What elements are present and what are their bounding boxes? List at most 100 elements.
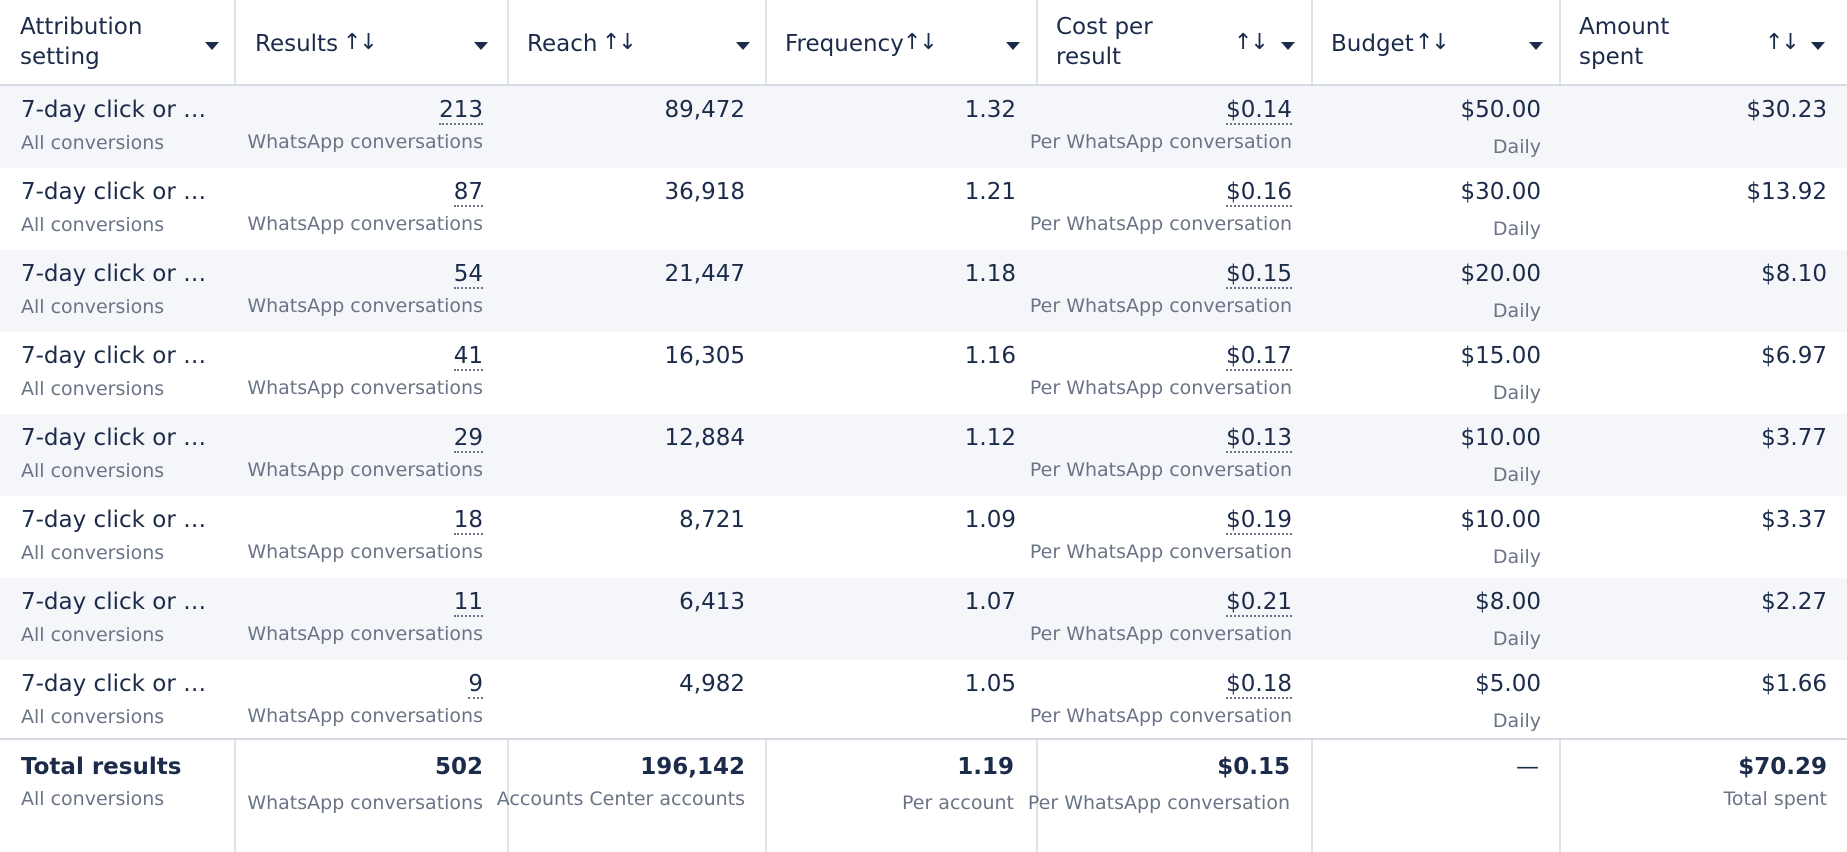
table-row: 7-day click or … All conversions 87 What… (0, 168, 1847, 250)
sort-arrows-icon[interactable]: ↑↓ (602, 30, 637, 55)
reach-cell: 89,472 (509, 86, 767, 168)
column-header-frequency[interactable]: Frequency ↑↓ (767, 0, 1038, 84)
column-header-results[interactable]: Results ↑↓ (236, 0, 509, 84)
budget-value[interactable]: $50.00 (1460, 97, 1541, 123)
reach-value: 16,305 (664, 343, 745, 369)
column-header-reach[interactable]: Reach ↑↓ (509, 0, 767, 84)
attribution-sub: All conversions (21, 214, 165, 236)
reach-value: 36,918 (664, 179, 745, 205)
cost-link[interactable]: $0.19 (1226, 507, 1292, 535)
cost-link[interactable]: $0.16 (1226, 179, 1292, 207)
budget-cell: $15.00 Daily (1313, 332, 1561, 414)
budget-cell: $10.00 Daily (1313, 414, 1561, 496)
dropdown-caret-icon[interactable] (1529, 42, 1543, 50)
budget-cell: $50.00 Daily (1313, 86, 1561, 168)
attribution-cell: 7-day click or … All conversions (0, 578, 236, 660)
budget-value[interactable]: $20.00 (1460, 261, 1541, 287)
results-cell: 41 WhatsApp conversations (236, 332, 509, 414)
budget-cell: $10.00 Daily (1313, 496, 1561, 578)
column-header-budget[interactable]: Budget ↑↓ (1313, 0, 1561, 84)
cost-sub: Per WhatsApp conversation (1029, 377, 1292, 399)
reach-value: 21,447 (664, 261, 745, 287)
cost-cell: $0.14 Per WhatsApp conversation (1030, 86, 1313, 168)
table-row: 7-day click or … All conversions 11 What… (0, 578, 1847, 660)
total-cost-sub: Per WhatsApp conversation (1027, 792, 1290, 814)
frequency-value: 1.12 (964, 425, 1016, 451)
results-link[interactable]: 9 (468, 671, 483, 699)
column-title: Cost per result (1056, 14, 1153, 70)
cost-link[interactable]: $0.13 (1226, 425, 1292, 453)
dropdown-caret-icon[interactable] (1811, 42, 1825, 50)
total-cost-value: $0.15 (1217, 754, 1290, 780)
sort-arrows-icon[interactable]: ↑↓ (1765, 30, 1800, 55)
sort-arrows-icon[interactable]: ↑↓ (903, 30, 938, 55)
sort-arrows-icon[interactable]: ↑↓ (1234, 30, 1269, 55)
total-results-sub: WhatsApp conversations (247, 792, 483, 814)
results-sub: WhatsApp conversations (247, 213, 483, 235)
reach-value: 4,982 (679, 671, 745, 697)
results-link[interactable]: 18 (453, 507, 483, 535)
attribution-value: 7-day click or … (21, 425, 207, 451)
cost-link[interactable]: $0.14 (1226, 97, 1292, 125)
cost-cell: $0.13 Per WhatsApp conversation (1030, 414, 1313, 496)
total-frequency-cell: 1.19 Per account (767, 740, 1038, 852)
results-link[interactable]: 54 (453, 261, 483, 289)
frequency-cell: 1.05 (767, 660, 1038, 742)
results-link[interactable]: 29 (453, 425, 483, 453)
results-cell: 18 WhatsApp conversations (236, 496, 509, 578)
column-title: Amount spent (1579, 14, 1670, 70)
cost-link[interactable]: $0.17 (1226, 343, 1292, 371)
budget-value[interactable]: $5.00 (1475, 671, 1541, 697)
budget-cell: $5.00 Daily (1313, 660, 1561, 742)
total-amount-cell: $70.29 Total spent (1561, 740, 1847, 852)
results-link[interactable]: 87 (453, 179, 483, 207)
results-link[interactable]: 11 (453, 589, 483, 617)
amount-value: $1.66 (1761, 671, 1827, 697)
cost-link[interactable]: $0.21 (1226, 589, 1292, 617)
dropdown-caret-icon[interactable] (1006, 42, 1020, 50)
results-link[interactable]: 41 (453, 343, 483, 371)
frequency-cell: 1.32 (767, 86, 1038, 168)
cost-cell: $0.16 Per WhatsApp conversation (1030, 168, 1313, 250)
cost-sub: Per WhatsApp conversation (1029, 213, 1292, 235)
results-sub: WhatsApp conversations (247, 541, 483, 563)
results-cell: 87 WhatsApp conversations (236, 168, 509, 250)
sort-arrows-icon[interactable]: ↑↓ (1415, 30, 1450, 55)
budget-cell: $30.00 Daily (1313, 168, 1561, 250)
cost-cell: $0.15 Per WhatsApp conversation (1030, 250, 1313, 332)
results-cell: 29 WhatsApp conversations (236, 414, 509, 496)
budget-value[interactable]: $8.00 (1475, 589, 1541, 615)
budget-value[interactable]: $10.00 (1460, 425, 1541, 451)
results-link[interactable]: 213 (439, 97, 483, 125)
budget-sub: Daily (1492, 464, 1541, 486)
results-sub: WhatsApp conversations (247, 131, 483, 153)
frequency-value: 1.07 (964, 589, 1016, 615)
cost-link[interactable]: $0.15 (1226, 261, 1292, 289)
totals-row: Total results All conversions 502 WhatsA… (0, 738, 1847, 852)
dropdown-caret-icon[interactable] (205, 42, 219, 50)
results-cell: 213 WhatsApp conversations (236, 86, 509, 168)
column-header-amount-spent[interactable]: Amount spent ↑↓ (1561, 0, 1847, 84)
cost-link[interactable]: $0.18 (1226, 671, 1292, 699)
frequency-value: 1.09 (964, 507, 1016, 533)
attribution-value: 7-day click or … (21, 179, 207, 205)
table-row: 7-day click or … All conversions 29 What… (0, 414, 1847, 496)
sort-arrows-icon[interactable]: ↑↓ (343, 30, 378, 55)
dropdown-caret-icon[interactable] (474, 42, 488, 50)
budget-value[interactable]: $10.00 (1460, 507, 1541, 533)
reach-cell: 12,884 (509, 414, 767, 496)
column-header-cost-per-result[interactable]: Cost per result ↑↓ (1038, 0, 1313, 84)
dropdown-caret-icon[interactable] (1281, 42, 1295, 50)
attribution-cell: 7-day click or … All conversions (0, 250, 236, 332)
budget-value[interactable]: $30.00 (1460, 179, 1541, 205)
amount-cell: $3.77 (1561, 414, 1847, 496)
column-header-attribution[interactable]: Attribution setting (0, 0, 236, 84)
column-title: Budget (1331, 31, 1414, 57)
results-sub: WhatsApp conversations (247, 459, 483, 481)
reach-cell: 6,413 (509, 578, 767, 660)
dropdown-caret-icon[interactable] (736, 42, 750, 50)
amount-value: $2.27 (1761, 589, 1827, 615)
reach-value: 89,472 (664, 97, 745, 123)
amount-value: $13.92 (1746, 179, 1827, 205)
budget-value[interactable]: $15.00 (1460, 343, 1541, 369)
